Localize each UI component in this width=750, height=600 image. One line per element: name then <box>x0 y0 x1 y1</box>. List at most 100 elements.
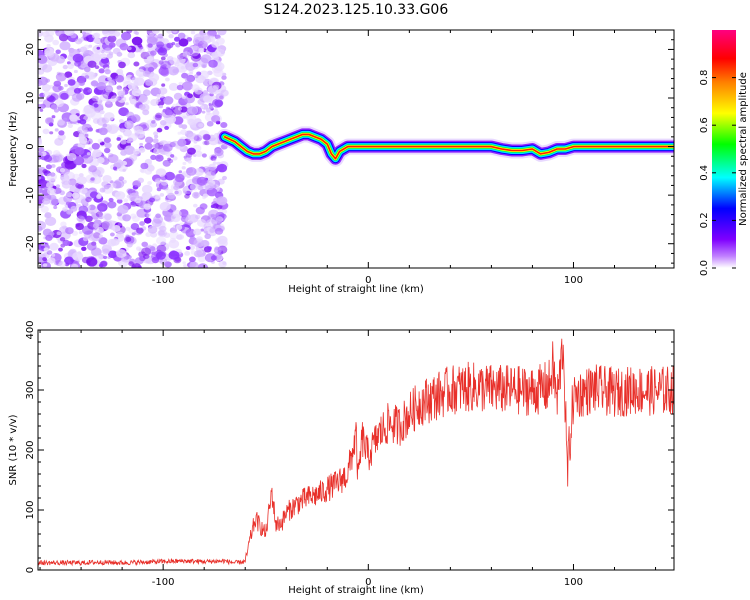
noise-speck <box>166 30 172 34</box>
noise-speck <box>204 140 210 146</box>
noise-speck <box>43 247 49 252</box>
noise-speck <box>193 203 198 208</box>
noise-speck <box>193 250 203 258</box>
noise-speck <box>62 239 70 246</box>
noise-speck <box>104 47 112 54</box>
noise-speck <box>164 125 170 130</box>
noise-speck <box>195 206 205 215</box>
noise-speck <box>108 30 116 35</box>
noise-speck <box>65 201 71 206</box>
noise-speck <box>141 184 153 194</box>
noise-speck <box>187 105 199 115</box>
noise-speck <box>184 193 190 199</box>
noise-speck <box>60 221 67 227</box>
noise-speck <box>181 81 193 91</box>
noise-speck <box>131 232 136 236</box>
noise-speck <box>146 56 154 62</box>
noise-speck <box>126 111 135 119</box>
noise-speck <box>39 195 44 199</box>
noise-speck <box>135 69 146 77</box>
noise-speck <box>184 75 195 84</box>
noise-speck <box>216 37 225 45</box>
noise-speck <box>82 31 86 35</box>
noise-speck <box>185 246 191 250</box>
noise-speck <box>150 50 157 56</box>
noise-speck <box>198 47 205 53</box>
noise-speck <box>50 104 58 110</box>
noise-speck <box>56 184 60 188</box>
noise-speck <box>38 54 48 64</box>
noise-speck <box>90 110 102 120</box>
y-tick-label: 10 <box>25 92 36 105</box>
x-tick-label: 0 <box>365 275 371 286</box>
noise-speck <box>149 246 156 252</box>
noise-speck <box>108 197 114 203</box>
noise-speck <box>162 185 169 191</box>
noise-speck <box>38 62 48 71</box>
noise-speck <box>116 231 124 238</box>
noise-speck <box>102 184 114 194</box>
noise-speck <box>167 192 175 200</box>
noise-speck <box>131 36 143 46</box>
noise-speck <box>165 77 170 82</box>
noise-speck <box>64 83 68 88</box>
noise-speck <box>147 33 159 43</box>
noise-speck <box>55 55 66 64</box>
noise-speck <box>137 229 143 234</box>
noise-speck <box>187 147 196 155</box>
noise-speck <box>141 247 152 256</box>
snr-line <box>38 338 674 567</box>
noise-speck <box>55 49 61 55</box>
noise-speck <box>212 158 217 162</box>
noise-speck <box>38 169 43 174</box>
noise-speck <box>210 171 217 176</box>
noise-speck <box>216 196 228 206</box>
noise-speck <box>176 84 184 91</box>
noise-speck <box>78 173 84 178</box>
noise-speck <box>86 257 98 267</box>
noise-speck <box>57 119 65 126</box>
noise-speck <box>74 147 85 156</box>
noise-speck <box>154 178 162 184</box>
noise-speck <box>177 54 184 60</box>
noise-speck <box>85 196 92 203</box>
noise-speck <box>150 154 157 160</box>
noise-speck <box>86 152 91 156</box>
noise-speck <box>186 37 193 42</box>
noise-speck <box>81 163 87 169</box>
noise-speck <box>220 89 229 97</box>
noise-speck <box>202 133 211 141</box>
noise-speck <box>116 249 127 258</box>
noise-speck <box>161 108 173 118</box>
noise-speck <box>178 81 184 86</box>
noise-speck <box>137 43 143 48</box>
noise-speck <box>100 94 109 102</box>
noise-speck <box>42 31 50 38</box>
noise-speck <box>119 119 124 124</box>
noise-speck <box>107 76 112 81</box>
noise-speck <box>159 225 167 232</box>
noise-speck <box>193 228 202 236</box>
noise-speck <box>207 246 212 250</box>
noise-speck <box>107 80 116 87</box>
figure-title: S124.2023.125.10.33.G06 <box>264 2 449 18</box>
noise-speck <box>202 140 208 146</box>
noise-speck <box>208 59 218 68</box>
noise-speck <box>133 61 140 67</box>
noise-speck <box>154 114 162 121</box>
noise-speck <box>105 100 112 105</box>
noise-speck <box>45 216 57 226</box>
noise-speck <box>186 74 196 83</box>
noise-speck <box>49 242 59 251</box>
noise-speck <box>192 62 199 68</box>
noise-speck <box>153 215 164 224</box>
noise-speck <box>197 74 205 81</box>
noise-speck <box>108 250 118 259</box>
noise-speck <box>200 54 212 64</box>
noise-speck <box>210 30 216 36</box>
noise-speck <box>90 80 99 87</box>
noise-speck <box>72 53 84 63</box>
noise-speck <box>110 95 119 102</box>
noise-speck <box>186 167 197 176</box>
noise-speck <box>112 166 118 171</box>
